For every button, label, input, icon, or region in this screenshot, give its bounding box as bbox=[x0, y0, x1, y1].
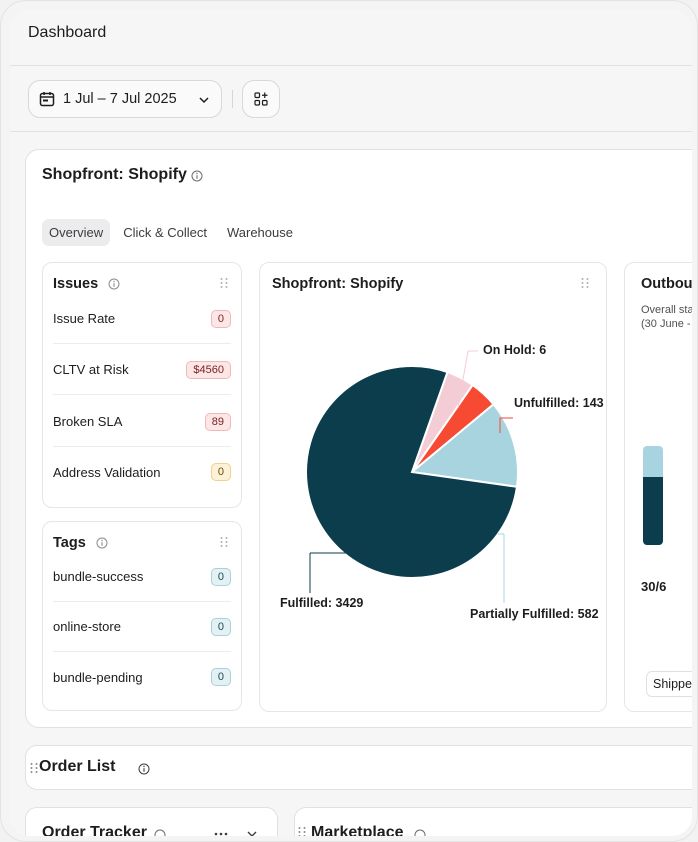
chevron-down-icon bbox=[199, 97, 209, 104]
tags-panel: Tags bundle-success 0 online-store 0 bbox=[42, 521, 242, 711]
date-range-picker[interactable]: 1 Jul – 7 Jul 2025 bbox=[28, 80, 222, 118]
date-range-label: 1 Jul – 7 Jul 2025 bbox=[63, 91, 177, 107]
drag-handle-icon[interactable] bbox=[297, 826, 307, 836]
app-window: Dashboard 1 Jul – 7 Jul 2025 bbox=[10, 10, 692, 836]
drag-handle-icon[interactable] bbox=[29, 762, 39, 774]
order-tracker-title: Order Tracker bbox=[42, 824, 147, 836]
outbound-subtitle-line: (30 June - bbox=[641, 318, 691, 330]
order-list-title: Order List bbox=[39, 758, 116, 775]
outbound-ratio: 30/6 bbox=[641, 579, 667, 594]
address-validation-row[interactable]: Address Validation 0 bbox=[53, 447, 231, 497]
more-options-icon[interactable] bbox=[214, 832, 228, 836]
outbound-subtitle-line: Overall sta bbox=[641, 304, 692, 316]
info-icon[interactable] bbox=[414, 829, 426, 836]
shopfront-card: Shopfront: Shopify Overview Click & Coll… bbox=[25, 149, 692, 728]
outbound-subtitle: Overall sta (30 June - bbox=[641, 303, 692, 331]
pie-panel-title: Shopfront: Shopify bbox=[272, 276, 404, 292]
metric-badge: 0 bbox=[210, 309, 231, 328]
shopfront-tabs: Overview Click & Collect Warehouse bbox=[42, 219, 300, 246]
metric-label: Issue Rate bbox=[53, 311, 116, 326]
add-widget-button[interactable] bbox=[242, 80, 280, 118]
info-icon[interactable] bbox=[154, 829, 166, 836]
order-list-card[interactable]: Order List bbox=[25, 745, 692, 790]
issue-rate-row[interactable]: Issue Rate 0 bbox=[53, 294, 231, 344]
pie-slice-fulfilled[interactable] bbox=[305, 365, 519, 579]
metric-badge: 0 bbox=[210, 463, 231, 481]
metric-label: CLTV at Risk bbox=[53, 362, 129, 377]
slice-label-on-hold: On Hold: 6 bbox=[483, 343, 546, 357]
slice-label-partially-fulfilled: Partially Fulfilled: 582 bbox=[470, 607, 599, 621]
info-icon[interactable] bbox=[108, 278, 120, 290]
shipped-chip[interactable]: Shipped bbox=[646, 671, 692, 697]
tab-click-collect[interactable]: Click & Collect bbox=[123, 225, 207, 240]
broken-sla-row[interactable]: Broken SLA 89 bbox=[53, 397, 231, 447]
cltv-at-risk-row[interactable]: CLTV at Risk $4560 bbox=[53, 345, 231, 395]
outbound-title: Outbound bbox=[641, 276, 692, 292]
pie-slice-partially-fulfilled[interactable] bbox=[409, 402, 519, 488]
tag-label: bundle-success bbox=[53, 569, 144, 584]
chevron-down-icon[interactable] bbox=[246, 828, 258, 836]
outbound-bar-pending bbox=[643, 446, 663, 478]
page-header: Dashboard bbox=[10, 10, 692, 66]
metric-label: Address Validation bbox=[53, 464, 161, 480]
toolbar: 1 Jul – 7 Jul 2025 bbox=[10, 66, 692, 132]
order-status-pie-panel: Shopfront: Shopify On Hold: 6 Unfulfi bbox=[259, 262, 607, 712]
drag-handle-icon[interactable] bbox=[580, 277, 590, 289]
slice-label-unfulfilled: Unfulfilled: 143 bbox=[514, 396, 604, 410]
toolbar-divider bbox=[232, 90, 233, 108]
pie-chart: On Hold: 6 Unfulfilled: 143 Partially Fu… bbox=[280, 343, 604, 621]
tag-count-badge: 0 bbox=[210, 567, 231, 586]
tag-label: bundle-pending bbox=[53, 669, 143, 685]
marketplace-title: Marketplace bbox=[311, 824, 404, 836]
add-widget-icon bbox=[254, 92, 268, 106]
tag-row[interactable]: online-store 0 bbox=[53, 602, 231, 652]
outbound-bar-shipped bbox=[643, 477, 663, 545]
tags-title-text: Tags bbox=[53, 535, 86, 551]
page-title: Dashboard bbox=[28, 24, 107, 41]
tag-row[interactable]: bundle-success 0 bbox=[53, 552, 231, 602]
tab-warehouse[interactable]: Warehouse bbox=[226, 225, 293, 240]
metric-label: Broken SLA bbox=[53, 414, 123, 429]
tag-count-badge: 0 bbox=[210, 668, 231, 686]
leader-line-on-hold bbox=[457, 350, 469, 409]
outbound-panel: Outbound Overall sta (30 June - 30/6 Shi… bbox=[624, 262, 692, 712]
order-tracker-card[interactable]: Order Tracker bbox=[25, 807, 278, 836]
calendar-icon bbox=[39, 92, 55, 107]
issues-title-text: Issues bbox=[53, 276, 99, 292]
shopfront-card-title: Shopfront: Shopify bbox=[42, 166, 187, 183]
drag-handle-icon[interactable] bbox=[219, 536, 229, 548]
tag-count-badge: 0 bbox=[210, 617, 231, 636]
info-icon[interactable] bbox=[191, 170, 203, 182]
metric-badge: $4560 bbox=[186, 360, 231, 379]
drag-handle-icon[interactable] bbox=[219, 277, 229, 289]
metric-badge: 89 bbox=[204, 412, 231, 431]
issues-panel: Issues Issue Rate 0 CLTV at Risk $4560 bbox=[42, 262, 242, 508]
tab-overview[interactable]: Overview bbox=[42, 219, 111, 246]
issues-title: Issues bbox=[53, 276, 120, 292]
tag-label: online-store bbox=[53, 619, 121, 634]
tag-row[interactable]: bundle-pending 0 bbox=[53, 652, 231, 702]
marketplace-card[interactable]: Marketplace bbox=[294, 807, 692, 836]
info-icon[interactable] bbox=[96, 537, 108, 549]
info-icon[interactable] bbox=[138, 763, 150, 775]
slice-label-fulfilled: Fulfilled: 3429 bbox=[280, 596, 363, 610]
tags-title: Tags bbox=[53, 535, 108, 551]
